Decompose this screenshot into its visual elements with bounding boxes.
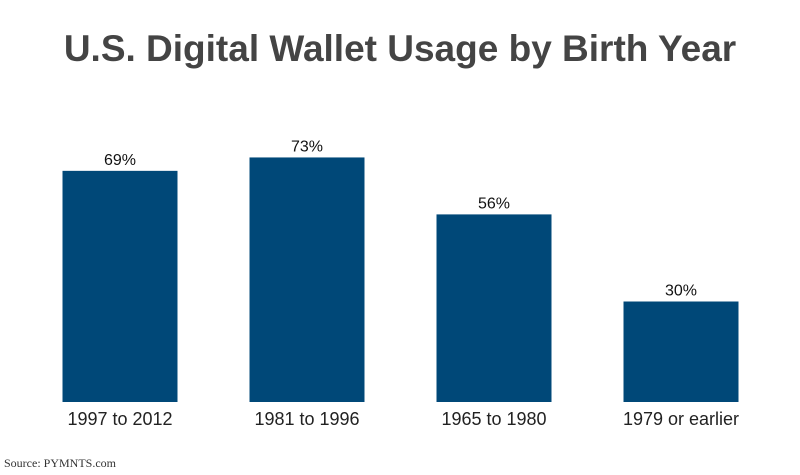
bar-value-label-4: 30% <box>665 283 697 300</box>
bar-value-label-3: 56% <box>478 195 510 212</box>
bar-3 <box>436 214 552 402</box>
source-note: Source: PYMNTS.com <box>4 456 116 470</box>
category-label-1: 1997 to 2012 <box>67 409 172 429</box>
bar-2 <box>249 157 365 402</box>
category-label-4: 1979 or earlier <box>623 409 739 429</box>
category-label-2: 1981 to 1996 <box>254 409 359 429</box>
bar-value-label-1: 69% <box>104 152 136 169</box>
category-label-3: 1965 to 1980 <box>441 409 546 429</box>
bar-1 <box>62 170 178 402</box>
bar-value-label-2: 73% <box>291 138 323 155</box>
bar-4 <box>623 301 739 402</box>
chart-title: U.S. Digital Wallet Usage by Birth Year <box>63 28 737 69</box>
